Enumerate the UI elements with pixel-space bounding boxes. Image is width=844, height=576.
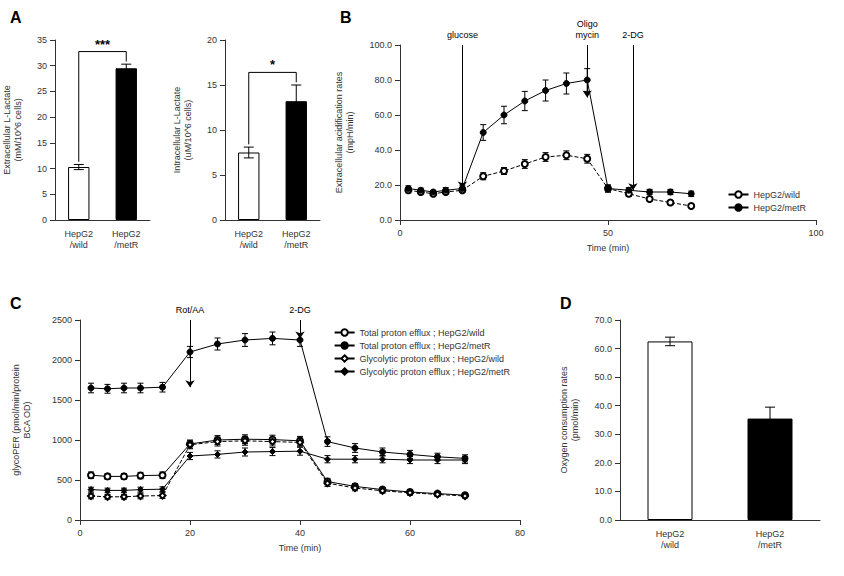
svg-text:0.0: 0.0	[599, 515, 612, 525]
svg-text:/metR: /metR	[114, 240, 139, 250]
svg-text:Total proton efflux ; HepG2/wi: Total proton efflux ; HepG2/wild	[360, 328, 485, 338]
svg-text:B: B	[340, 9, 352, 26]
svg-text:10: 10	[37, 164, 47, 174]
svg-text:HepG2: HepG2	[756, 529, 785, 539]
svg-text:Oligo: Oligo	[577, 19, 598, 29]
svg-text:25: 25	[37, 86, 47, 96]
svg-text:/wild: /wild	[240, 240, 258, 250]
svg-text:60.0: 60.0	[374, 110, 392, 120]
svg-text:Oxygen consumption rates: Oxygen consumption rates	[559, 366, 569, 474]
svg-text:50.0: 50.0	[594, 372, 612, 382]
svg-text:5: 5	[42, 189, 47, 199]
svg-text:A: A	[10, 9, 22, 26]
svg-text:Glycolytic proton efflux ; Hep: Glycolytic proton efflux ; HepG2/wild	[360, 354, 504, 364]
svg-text:/metR: /metR	[758, 540, 783, 550]
svg-text:80: 80	[515, 528, 525, 538]
svg-text:D: D	[560, 295, 572, 312]
svg-text:(mpH/min): (mpH/min)	[345, 111, 355, 153]
svg-text:HepG2: HepG2	[234, 229, 263, 239]
svg-text:60.0: 60.0	[594, 344, 612, 354]
svg-text:2-DG: 2-DG	[622, 30, 644, 40]
svg-text:60: 60	[405, 528, 415, 538]
svg-text:Extracellular acidification ra: Extracellular acidification rates	[334, 71, 344, 193]
svg-text:5: 5	[212, 170, 217, 180]
svg-text:40: 40	[295, 528, 305, 538]
svg-text:15: 15	[37, 138, 47, 148]
svg-text:50: 50	[603, 228, 613, 238]
svg-text:BCA OD): BCA OD)	[22, 401, 32, 438]
svg-text:0: 0	[77, 528, 82, 538]
svg-text:80.0: 80.0	[374, 75, 392, 85]
svg-text:1000: 1000	[52, 435, 72, 445]
svg-text:Rot/AA: Rot/AA	[176, 305, 205, 315]
svg-text:10.0: 10.0	[594, 486, 612, 496]
svg-text:C: C	[10, 295, 22, 312]
svg-text:/wild: /wild	[661, 540, 679, 550]
svg-text:HepG2: HepG2	[112, 229, 141, 239]
svg-text:15: 15	[207, 80, 217, 90]
svg-text:2500: 2500	[52, 315, 72, 325]
svg-text:0: 0	[67, 515, 72, 525]
svg-text:(uM/10^6 cells): (uM/10^6 cells)	[183, 100, 193, 161]
svg-text:20.0: 20.0	[374, 180, 392, 190]
svg-text:HepG2: HepG2	[656, 529, 685, 539]
svg-text:500: 500	[57, 475, 72, 485]
svg-text:HepG2/wild: HepG2/wild	[753, 190, 800, 200]
svg-text:30.0: 30.0	[594, 429, 612, 439]
svg-text:2-DG: 2-DG	[289, 305, 311, 315]
svg-text:Time (min): Time (min)	[279, 543, 322, 553]
svg-text:10: 10	[207, 125, 217, 135]
svg-text:20: 20	[185, 528, 195, 538]
svg-text:0.0: 0.0	[379, 215, 392, 225]
svg-text:0: 0	[42, 215, 47, 225]
svg-text:Intracellular L-Lactate: Intracellular L-Lactate	[172, 87, 182, 174]
svg-text:2000: 2000	[52, 355, 72, 365]
svg-text:20: 20	[37, 112, 47, 122]
svg-text:Extracellular L-Lactate: Extracellular L-Lactate	[2, 85, 12, 175]
svg-text:40.0: 40.0	[374, 145, 392, 155]
svg-text:Glycolytic proton efflux ; Hep: Glycolytic proton efflux ; HepG2/metR	[360, 367, 511, 377]
svg-text:(pmol/min): (pmol/min)	[570, 399, 580, 442]
svg-text:35: 35	[37, 35, 47, 45]
svg-text:HepG2: HepG2	[64, 229, 93, 239]
svg-text:HepG2: HepG2	[282, 229, 311, 239]
svg-text:0: 0	[212, 215, 217, 225]
svg-text:1500: 1500	[52, 395, 72, 405]
svg-text:/metR: /metR	[284, 240, 309, 250]
svg-text:100: 100	[808, 228, 823, 238]
svg-text:Total proton efflux ; HepG2/me: Total proton efflux ; HepG2/metR	[360, 341, 491, 351]
svg-text:(mM/10^6 cells): (mM/10^6 cells)	[13, 98, 23, 161]
svg-text:glycoPER (pmol/min/protein: glycoPER (pmol/min/protein	[11, 364, 21, 476]
svg-text:70.0: 70.0	[594, 315, 612, 325]
svg-text:0: 0	[397, 228, 402, 238]
svg-text:/wild: /wild	[70, 240, 88, 250]
svg-text:HepG2/metR: HepG2/metR	[753, 203, 806, 213]
svg-text:20: 20	[207, 35, 217, 45]
svg-text:100.0: 100.0	[369, 40, 392, 50]
svg-text:glucose: glucose	[447, 30, 478, 40]
svg-text:mycin: mycin	[575, 30, 599, 40]
svg-text:20.0: 20.0	[594, 458, 612, 468]
svg-text:Time (min): Time (min)	[587, 243, 630, 253]
svg-text:30: 30	[37, 61, 47, 71]
svg-text:*: *	[270, 57, 276, 72]
svg-text:***: ***	[95, 37, 111, 52]
svg-text:40.0: 40.0	[594, 401, 612, 411]
